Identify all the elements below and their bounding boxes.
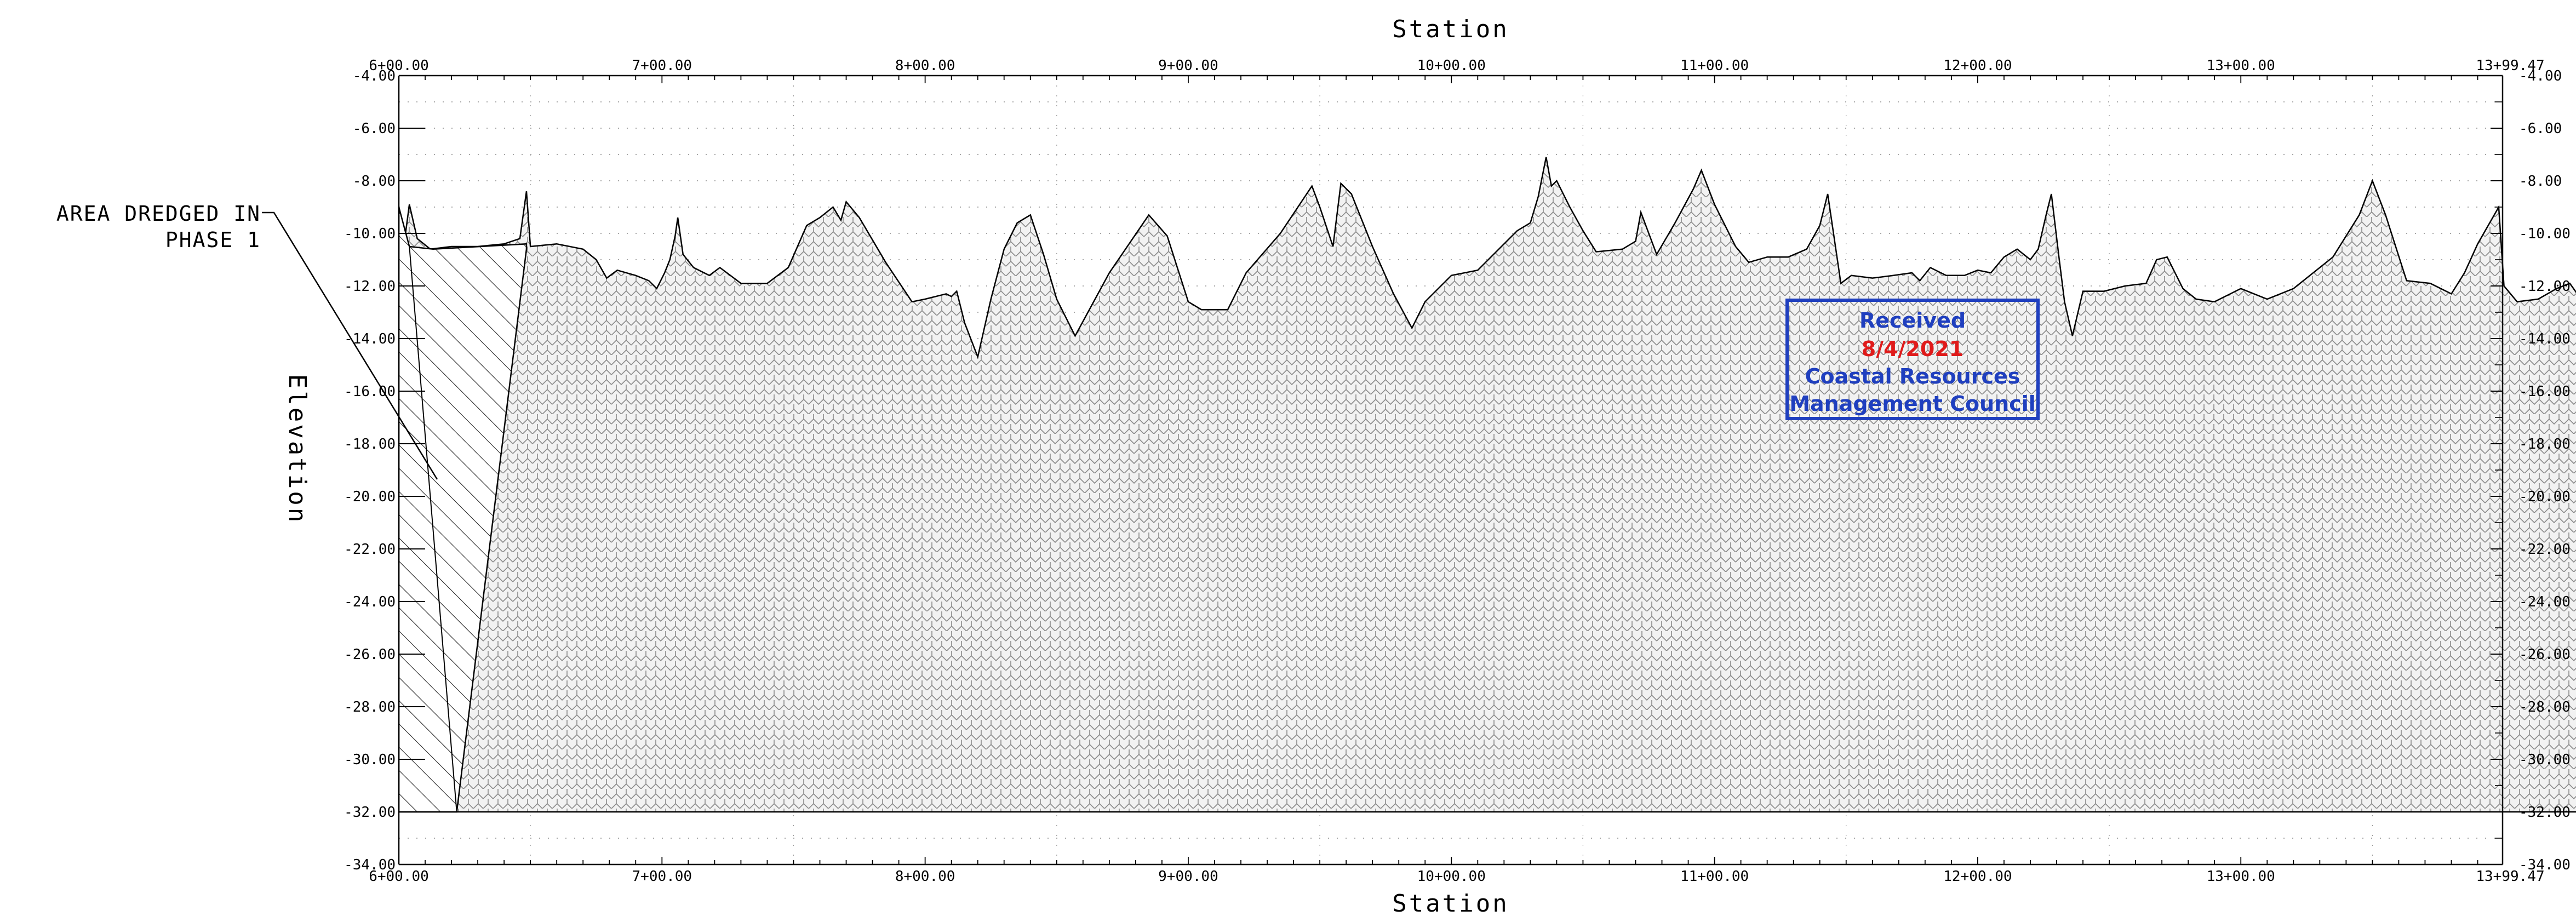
y-tick-label-right: -18.00 [2519,436,2571,453]
x-tick-label-bottom: 11+00.00 [1680,868,1749,885]
y-tick-label-left: -14.00 [344,331,396,347]
x-tick-label-top: 7+00.00 [632,58,692,74]
y-tick-label-left: -28.00 [344,699,396,715]
x-tick-label-top: 10+00.00 [1417,58,1486,74]
annotation-line-2: PHASE 1 [165,228,261,252]
stamp-line-3: Coastal Resources [1805,364,2020,388]
y-tick-label-right: -4.00 [2519,68,2562,84]
y-tick-label-right: -14.00 [2519,331,2571,347]
y-tick-label-left: -34.00 [344,857,396,873]
x-tick-label-top: 6+00.00 [369,58,429,74]
x-axis-title-top: Station [1392,15,1509,43]
stamp-date: 8/4/2021 [1862,337,1964,361]
y-tick-label-left: -12.00 [344,278,396,295]
y-tick-label-left: -10.00 [344,226,396,242]
y-tick-label-right: -32.00 [2519,804,2571,821]
stamp-line-4: Management Council [1789,392,2036,416]
y-tick-label-right: -34.00 [2519,857,2571,873]
y-tick-label-left: -20.00 [344,489,396,505]
stamp-border [1785,299,2040,420]
x-tick-label-top: 11+00.00 [1680,58,1749,74]
y-tick-label-right: -16.00 [2519,383,2571,400]
x-tick-label-bottom: 10+00.00 [1417,868,1486,885]
y-tick-label-right: -10.00 [2519,226,2571,242]
y-tick-label-right: -26.00 [2519,646,2571,663]
x-tick-label-bottom: 12+00.00 [1943,868,2012,885]
y-tick-label-left: -30.00 [344,752,396,768]
y-tick-label-right: -6.00 [2519,121,2562,137]
x-tick-label-bottom: 7+00.00 [632,868,692,885]
y-tick-label-left: -6.00 [353,121,396,137]
phase-1-slope-line [409,246,457,812]
y-tick-label-right: -30.00 [2519,752,2571,768]
axes: 6+00.00 6+00.00 7+00.00 7+00.00 8+00.00 8+00.… [344,58,2571,885]
y-tick-label-right: -28.00 [2519,699,2571,715]
y-tick-label-right: -12.00 [2519,278,2571,295]
x-tick-label-top: 8+00.00 [895,58,955,74]
x-tick-label-bottom: 8+00.00 [895,868,955,885]
profile-area [398,157,2576,813]
y-tick-label-left: -24.00 [344,594,396,610]
y-tick-label-left: -4.00 [353,68,396,84]
x-end-label-bottom: 13+99.47 [2476,868,2544,885]
y-tick-label-right: -8.00 [2519,173,2562,190]
annotation-leader [262,211,438,480]
surface-profile-line [398,157,2576,359]
x-tick-label-top: 9+00.00 [1158,58,1218,74]
annotation-line-1: AREA DREDGED IN [56,202,261,226]
y-tick-label-left: -26.00 [344,646,396,663]
stamp-received: Received [1859,308,1966,333]
received-stamp: Received 8/4/2021 Coastal Resources Mana… [1785,299,2040,420]
y-tick-label-left: -8.00 [353,173,396,190]
y-tick-label-left: -18.00 [344,436,396,453]
x-tick-label-bottom: 13+00.00 [2207,868,2275,885]
x-tick-label-top: 13+00.00 [2207,58,2275,74]
dredge-fill [399,157,2576,812]
y-tick-label-left: -32.00 [344,804,396,821]
y-tick-label-left: -22.00 [344,541,396,558]
y-tick-label-right: -20.00 [2519,489,2571,505]
phase-1-annotation: AREA DREDGED IN PHASE 1 [56,202,438,480]
x-tick-label-bottom: 9+00.00 [1158,868,1218,885]
x-end-label-top: 13+99.47 [2476,58,2544,74]
y-tick-label-right: -22.00 [2519,541,2571,558]
x-axis-title-bottom: Station [1392,890,1509,918]
y-axis-title: Elevation [283,374,311,524]
x-tick-label-bottom: 6+00.00 [369,868,429,885]
x-tick-label-top: 12+00.00 [1943,58,2012,74]
y-tick-label-right: -24.00 [2519,594,2571,610]
